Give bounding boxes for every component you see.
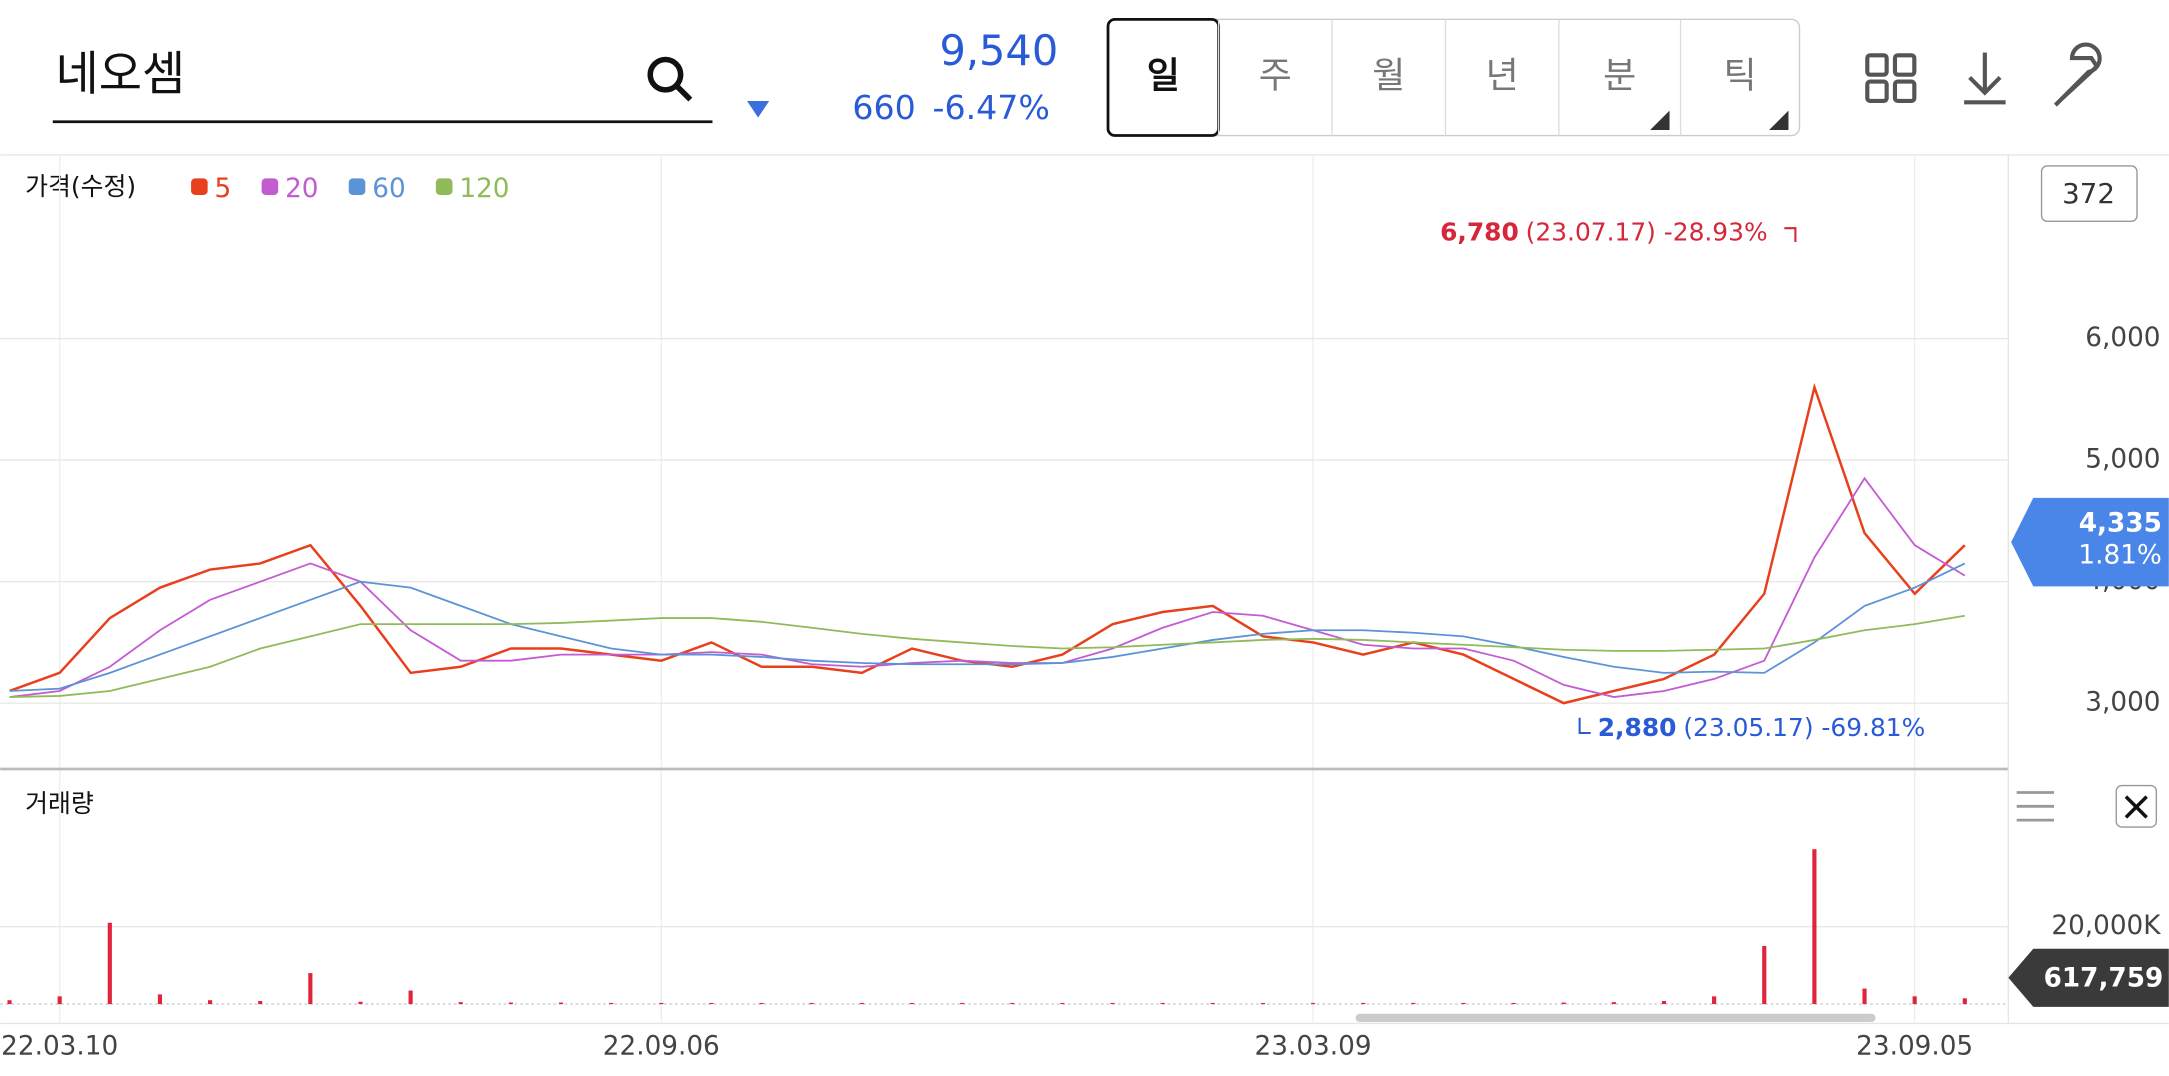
- ma-line: [9, 614, 1965, 698]
- volume-bar: [709, 1002, 714, 1005]
- volume-bar: [1862, 988, 1867, 1005]
- volume-bar: [659, 1002, 664, 1005]
- volume-label: 617,759: [2044, 964, 2164, 994]
- volume-bar: [258, 1000, 263, 1005]
- volume-bar: [1511, 1002, 1516, 1005]
- y-tick-label: 20,000K: [2051, 911, 2161, 941]
- price-panel-title: 가격(수정): [25, 172, 136, 201]
- tab-corner: [1650, 110, 1670, 131]
- volume-bar: [759, 1002, 764, 1005]
- x-tick-label: 23.09.05: [1856, 1031, 1973, 1061]
- volume-bar: [208, 1000, 213, 1005]
- tab-label[interactable]: 일: [1147, 55, 1180, 96]
- ma-line: [9, 382, 1966, 705]
- volume-bar: [308, 973, 313, 1005]
- tab-label[interactable]: 분: [1603, 55, 1636, 96]
- x-tick-label: 22.03.10: [1, 1031, 118, 1061]
- volume-bar: [1260, 1002, 1265, 1005]
- volume-bar: [1010, 1002, 1015, 1005]
- ma-line: [9, 562, 1966, 692]
- volume-bar: [809, 1002, 814, 1005]
- tab-label[interactable]: 주: [1259, 55, 1292, 96]
- legend-label: 20: [285, 174, 318, 204]
- down-arrow: [747, 100, 770, 118]
- volume-bar: [7, 1000, 12, 1005]
- price-change: 660: [852, 88, 915, 127]
- volume-bar: [1411, 1002, 1416, 1005]
- min-arrow: [1578, 717, 1591, 735]
- volume-bar: [1210, 1002, 1215, 1005]
- volume-bar: [107, 922, 112, 1005]
- volume-bar: [909, 1002, 915, 1005]
- volume-bar: [1160, 1002, 1165, 1005]
- scrollbar[interactable]: [1355, 1013, 1876, 1023]
- min-detail: (23.05.17) -69.81%: [1683, 713, 1925, 742]
- current-price: 9,540: [939, 26, 1058, 75]
- volume-bar: [408, 990, 413, 1005]
- layout-icon[interactable]: [1865, 53, 1917, 104]
- volume-bar: [609, 1002, 614, 1005]
- volume-bar: [1310, 1002, 1316, 1005]
- current-change-label: 1.81%: [2078, 540, 2161, 570]
- ma-line: [9, 476, 1966, 698]
- current-price-tag: [2011, 497, 2169, 587]
- y-tick-label: 6,000: [2085, 323, 2160, 353]
- volume-bar: [157, 994, 163, 1005]
- current-price-label: 4,335: [2079, 509, 2162, 539]
- volume-tag: [2008, 948, 2169, 1007]
- volume-bar: [1661, 1000, 1667, 1005]
- volume-bar: [1712, 996, 1717, 1005]
- stock-name[interactable]: 네오셈: [56, 47, 186, 102]
- legend-label: 120: [459, 174, 509, 204]
- close-button[interactable]: [2115, 784, 2158, 828]
- volume-bar: [859, 1002, 864, 1005]
- volume-bar: [1461, 1002, 1466, 1005]
- y-tick-label: 5,000: [2085, 445, 2160, 475]
- volume-bar: [558, 1002, 564, 1005]
- change-rate: -6.47%: [933, 88, 1050, 127]
- tab-corner: [1769, 110, 1789, 131]
- menu-icon[interactable]: [2016, 791, 2055, 822]
- tab-label[interactable]: 월: [1372, 55, 1405, 96]
- legend-swatch: [191, 178, 208, 196]
- max-price: 6,780: [1440, 218, 1519, 247]
- tab-label[interactable]: 년: [1486, 55, 1519, 96]
- x-tick-label: 23.03.09: [1255, 1031, 1372, 1061]
- volume-bar: [1060, 1002, 1065, 1005]
- tab-label[interactable]: 틱: [1724, 55, 1757, 96]
- legend-swatch: [435, 178, 453, 196]
- volume-bar: [960, 1002, 965, 1005]
- min-price: 2,880: [1598, 713, 1677, 742]
- search-icon[interactable]: [647, 56, 693, 102]
- max-detail: (23.07.17) -28.93%: [1526, 218, 1768, 247]
- volume-bar: [1611, 1002, 1616, 1005]
- counter: 372: [2062, 177, 2115, 210]
- counter-box[interactable]: [2040, 165, 2138, 222]
- x-tick-label: 22.09.06: [603, 1031, 720, 1061]
- settings-icon[interactable]: [2053, 42, 2102, 107]
- volume-bar: [1762, 945, 1767, 1005]
- volume-bar: [1812, 849, 1817, 1005]
- volume-bar: [1561, 1002, 1566, 1005]
- volume-bar: [508, 1002, 513, 1005]
- volume-bar: [1962, 998, 1967, 1005]
- volume-bar: [358, 1001, 363, 1005]
- volume-bar: [1912, 996, 1917, 1005]
- legend-label: 60: [372, 174, 405, 204]
- legend-swatch: [261, 178, 279, 196]
- volume-bar: [1110, 1002, 1115, 1005]
- max-arrow: [1784, 227, 1797, 243]
- legend-label: 5: [215, 174, 232, 204]
- legend-swatch: [348, 178, 366, 196]
- volume-bar: [57, 996, 62, 1005]
- download-icon[interactable]: [1964, 52, 2006, 105]
- volume-bar: [1361, 1002, 1366, 1005]
- y-tick-label: 3,000: [2085, 688, 2160, 718]
- volume-bar: [458, 1002, 463, 1005]
